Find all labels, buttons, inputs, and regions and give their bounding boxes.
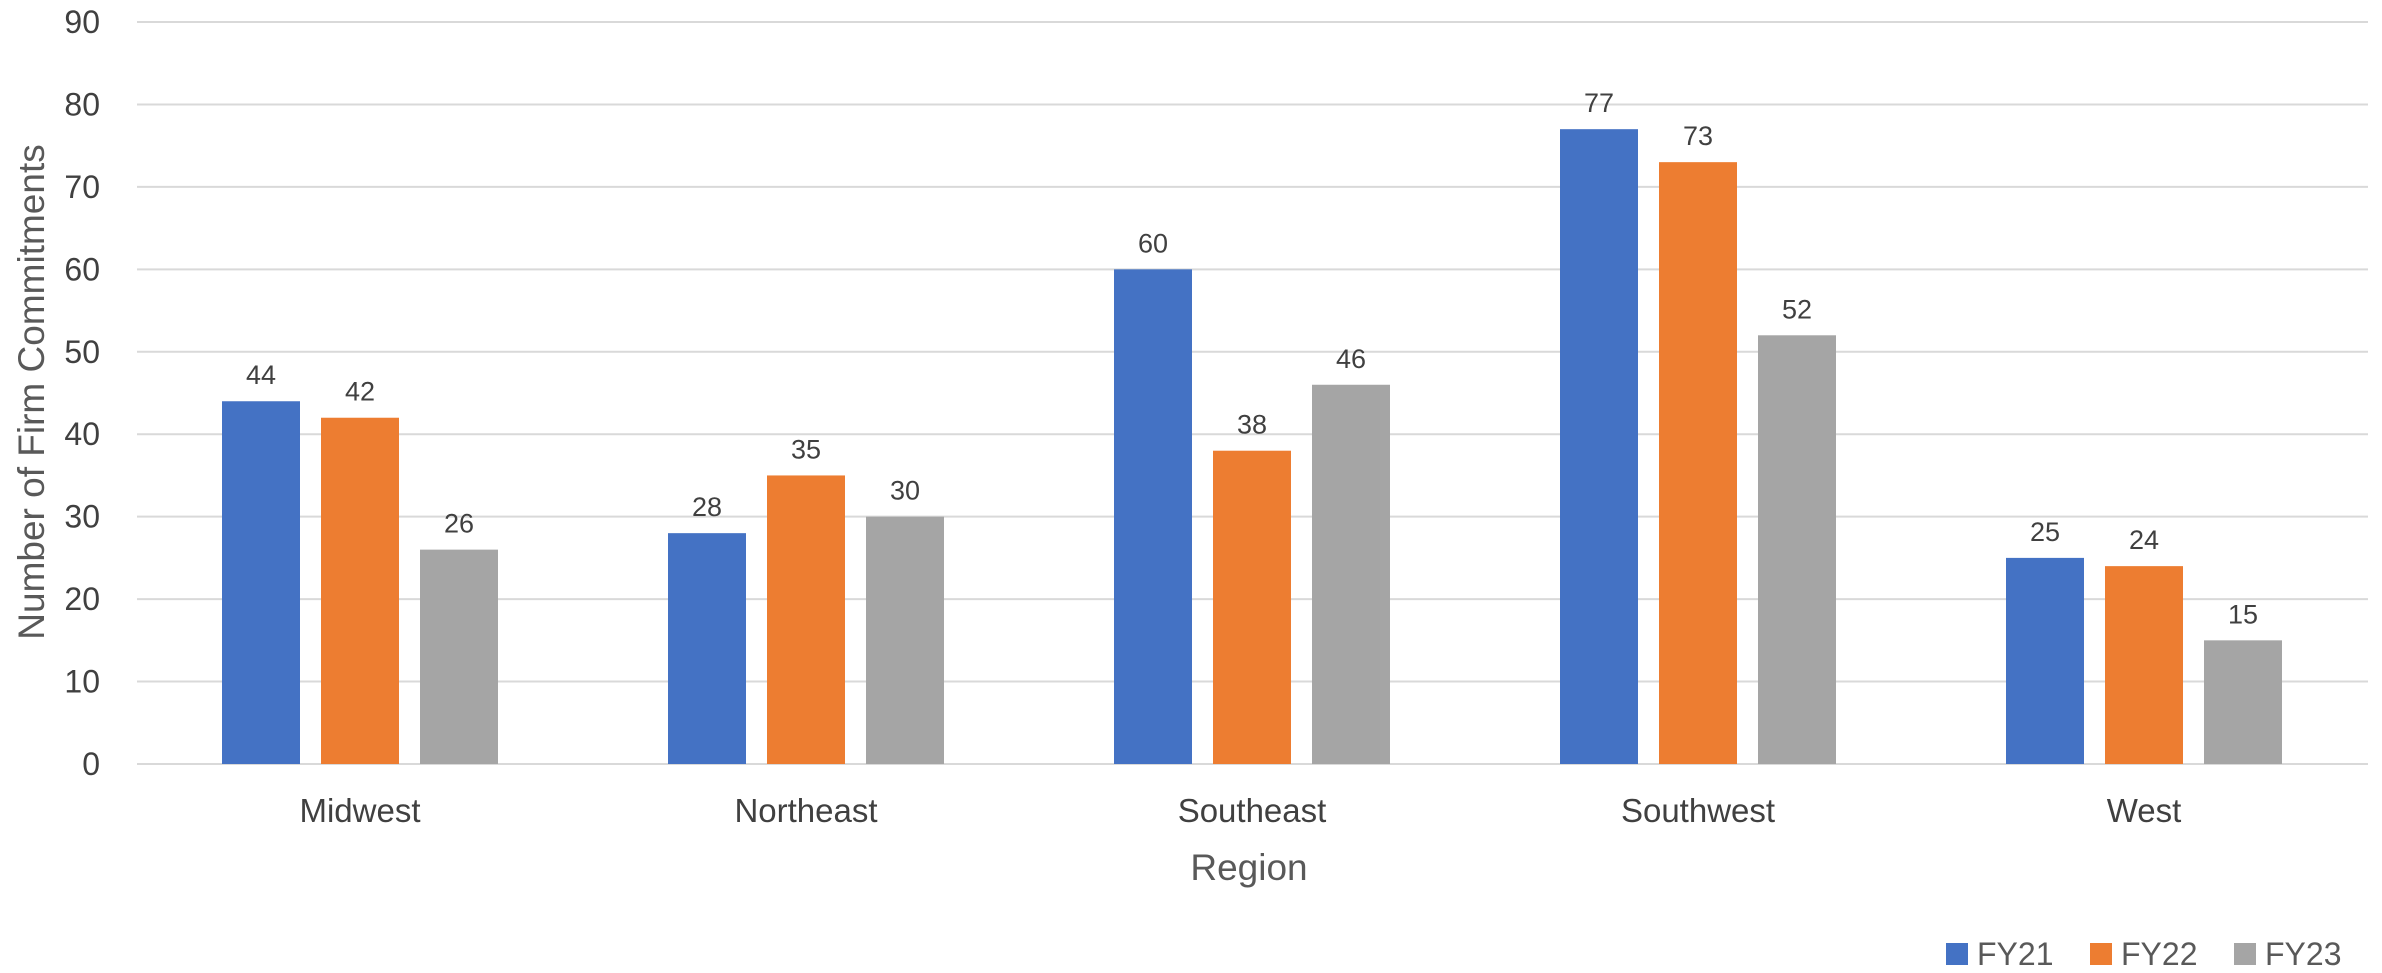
bar-fy21-midwest — [222, 401, 300, 764]
x-category-label: Southeast — [1178, 792, 1327, 829]
bar-fy23-midwest — [420, 549, 498, 764]
x-category-label: Southwest — [1621, 792, 1775, 829]
y-axis-ticks: 0 10 20 30 40 50 60 70 80 90 — [64, 4, 100, 782]
y-tick-label: 90 — [64, 4, 100, 40]
y-tick-label: 50 — [64, 334, 100, 370]
gridlines — [137, 21, 2368, 765]
data-label: 30 — [890, 476, 920, 506]
y-tick-label: 10 — [64, 664, 100, 700]
y-tick-label: 0 — [82, 746, 100, 782]
data-label: 38 — [1237, 410, 1267, 440]
legend-label-fy21: FY21 — [1977, 936, 2053, 968]
y-tick-label: 20 — [64, 581, 100, 617]
bar-fy23-northeast — [866, 516, 944, 764]
data-label: 42 — [345, 377, 375, 407]
data-label: 15 — [2228, 599, 2258, 629]
data-label: 77 — [1584, 88, 1614, 118]
x-category-label: Northeast — [734, 792, 877, 829]
y-tick-label: 30 — [64, 499, 100, 535]
legend-swatch-fy22 — [2090, 943, 2112, 965]
bars — [222, 129, 2282, 765]
bar-fy21-northeast — [668, 533, 746, 764]
x-axis-categories: Midwest Northeast Southeast Southwest West — [299, 792, 2181, 829]
data-label: 26 — [444, 509, 474, 539]
bar-fy23-southeast — [1312, 384, 1390, 764]
legend-swatch-fy21 — [1946, 943, 1968, 965]
bar-fy21-west — [2006, 557, 2084, 764]
data-label: 25 — [2030, 517, 2060, 547]
bar-fy22-northeast — [767, 475, 845, 764]
legend-label-fy23: FY23 — [2265, 936, 2341, 968]
x-axis-title: Region — [1190, 847, 1307, 888]
bar-fy22-midwest — [321, 417, 399, 764]
data-label: 28 — [692, 492, 722, 522]
x-category-label: Midwest — [299, 792, 420, 829]
bar-fy23-southwest — [1758, 335, 1836, 764]
bar-fy23-west — [2204, 640, 2282, 764]
data-label: 35 — [791, 434, 821, 464]
y-tick-label: 40 — [64, 416, 100, 452]
y-axis-title: Number of Firm Commitments — [11, 144, 52, 639]
legend: FY21 FY22 FY23 — [1946, 936, 2341, 972]
bar-fy21-southeast — [1114, 269, 1192, 764]
data-label: 46 — [1336, 344, 1366, 374]
y-tick-label: 80 — [64, 86, 100, 122]
x-category-label: West — [2107, 792, 2182, 829]
data-label: 52 — [1782, 294, 1812, 324]
data-label: 44 — [246, 360, 276, 390]
bar-fy22-southwest — [1659, 162, 1737, 765]
bar-fy22-southeast — [1213, 450, 1291, 764]
data-label: 24 — [2129, 525, 2159, 555]
data-label: 73 — [1683, 121, 1713, 151]
data-label: 60 — [1138, 228, 1168, 258]
bar-fy22-west — [2105, 566, 2183, 764]
y-tick-label: 60 — [64, 251, 100, 287]
y-tick-label: 70 — [64, 169, 100, 205]
legend-swatch-fy23 — [2234, 943, 2256, 965]
legend-label-fy22: FY22 — [2121, 936, 2197, 968]
data-labels: 44 42 26 28 35 30 60 38 46 77 73 52 25 24 15 — [246, 88, 2258, 629]
bar-fy21-southwest — [1560, 129, 1638, 764]
